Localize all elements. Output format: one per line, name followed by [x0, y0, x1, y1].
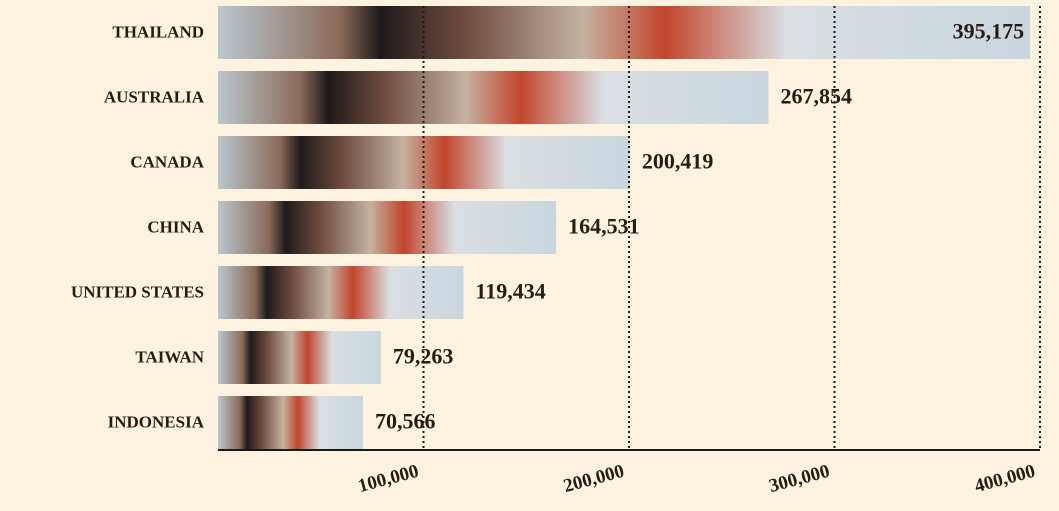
bar [218, 201, 557, 254]
value-label: 267,854 [780, 84, 852, 109]
category-label: THAILAND [112, 22, 204, 41]
bar [218, 71, 769, 124]
bar [218, 396, 364, 449]
value-label: 164,531 [568, 214, 640, 239]
bar [218, 6, 1031, 59]
category-label: TAIWAN [135, 347, 204, 366]
value-label: 395,175 [953, 19, 1025, 44]
category-label: CANADA [130, 152, 204, 171]
category-label: INDONESIA [108, 412, 205, 431]
category-label: CHINA [147, 217, 204, 236]
bar [218, 331, 381, 384]
bar [218, 266, 464, 319]
category-label: AUSTRALIA [104, 87, 205, 106]
value-label: 200,419 [642, 149, 714, 174]
value-label: 119,434 [475, 279, 545, 304]
value-label: 70,566 [375, 409, 436, 434]
category-label: UNITED STATES [71, 282, 204, 301]
